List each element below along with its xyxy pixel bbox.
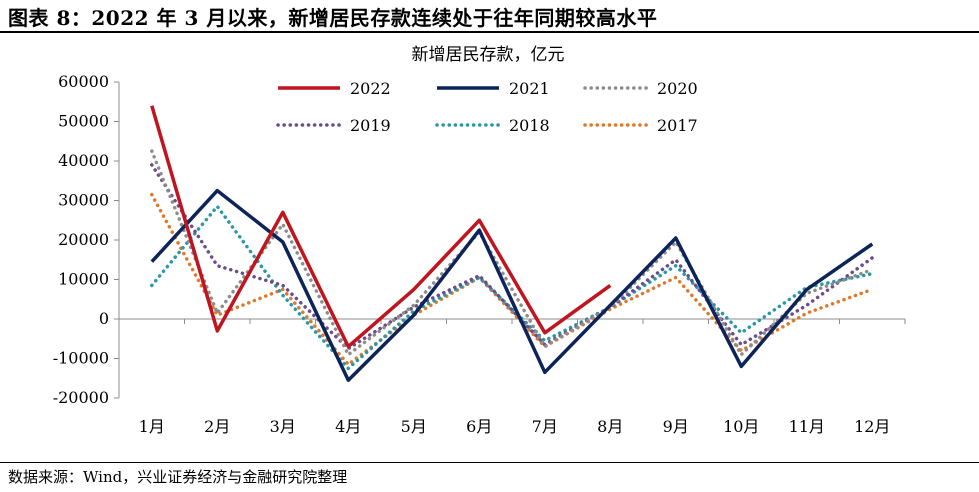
- x-tick-label: 11月: [789, 417, 825, 436]
- x-tick-label: 1月: [139, 417, 165, 436]
- x-tick-label: 7月: [532, 417, 558, 436]
- series-line-2018: [150, 204, 875, 371]
- series-line-2021: [150, 188, 874, 382]
- x-tick-label: 4月: [335, 417, 361, 436]
- x-tick-label: 5月: [401, 417, 427, 436]
- series-line-2022: [150, 105, 612, 349]
- x-tick-label: 12月: [854, 417, 890, 436]
- series-line-2019: [150, 163, 875, 351]
- x-tick-label: 3月: [270, 417, 296, 436]
- y-tick-label: 50000: [58, 112, 109, 131]
- title-rule: [0, 31, 979, 33]
- legend-label-2018: 2018: [509, 116, 550, 135]
- legend: 2022 2021 2020 2019 2018 2017: [276, 79, 698, 135]
- x-tick-label: 2月: [204, 417, 230, 436]
- x-tick-label: 9月: [663, 417, 689, 436]
- legend-label-2019: 2019: [350, 116, 391, 135]
- series-line-2017: [150, 192, 875, 367]
- legend-label-2017: 2017: [657, 116, 698, 135]
- series-line-2020: [150, 149, 875, 357]
- y-tick-label: 40000: [58, 151, 109, 170]
- legend-label-2021: 2021: [509, 79, 550, 98]
- y-tick-label: -20000: [53, 388, 109, 407]
- y-tick-label: 20000: [58, 230, 109, 249]
- y-tick-label: 0: [99, 309, 109, 328]
- plot-area: [150, 105, 875, 382]
- y-tick-label: -10000: [53, 349, 109, 368]
- y-tick-label: 60000: [58, 72, 109, 91]
- legend-label-2020: 2020: [657, 79, 698, 98]
- source-note: 数据来源：Wind，兴业证券经济与金融研究院整理: [8, 468, 348, 486]
- x-tick-label: 10月: [723, 417, 759, 436]
- legend-label-2022: 2022: [350, 79, 391, 98]
- x-tick-label: 8月: [597, 417, 623, 436]
- axes: 60000 50000 40000 30000 20000 10000 0 -10000 -20…: [53, 72, 906, 436]
- y-tick-label: 30000: [58, 191, 109, 210]
- chart-title: 新增居民存款，亿元: [412, 45, 565, 65]
- x-tick-label: 6月: [466, 417, 492, 436]
- source-rule: [0, 462, 979, 463]
- y-tick-label: 10000: [58, 270, 109, 289]
- figure-title: 图表 8：2022 年 3 月以来，新增居民存款连续处于往年同期较高水平: [8, 6, 658, 30]
